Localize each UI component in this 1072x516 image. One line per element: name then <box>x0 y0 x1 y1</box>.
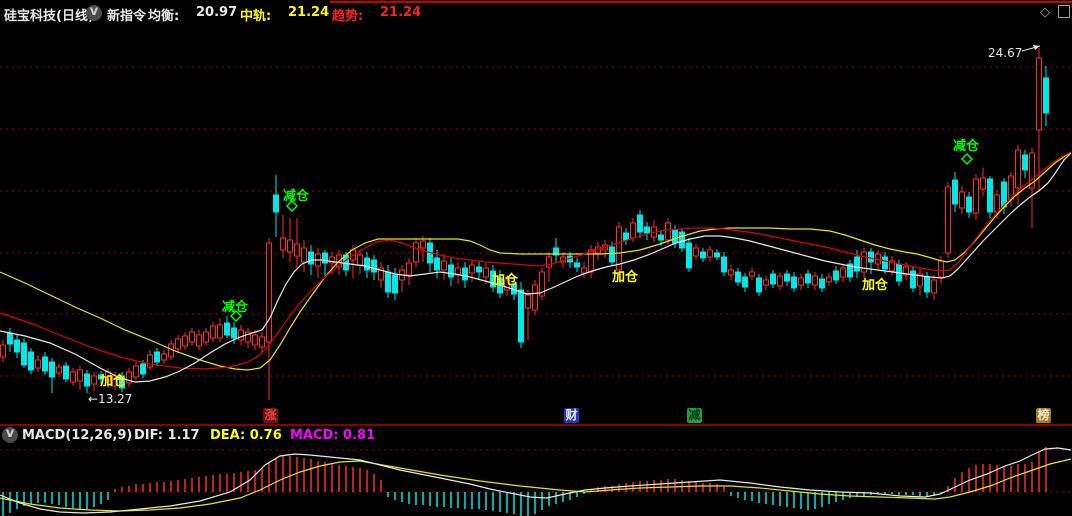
macd-macd-value: MACD: 0.81 <box>290 428 376 443</box>
macd-dea-value: DEA: 0.76 <box>210 428 282 443</box>
price-labels: 24.67 ←13.27 <box>88 45 1041 406</box>
stamp-bang: 榜 <box>1036 408 1051 423</box>
add-position-label: 加仓 <box>99 373 127 389</box>
chevron-down-icon[interactable]: v <box>86 5 102 21</box>
ma-line-red <box>0 151 1072 370</box>
macd-dea-line <box>0 458 1072 512</box>
field-zhonggui-value: 21.24 <box>288 5 330 20</box>
price-label: 24.67 <box>988 46 1022 60</box>
field-junheng-value: 20.97 <box>196 5 238 20</box>
field-junheng-label: 均衡: <box>148 9 180 24</box>
macd-dif-line <box>0 447 1072 514</box>
reduce-position-label: 减仓 <box>222 299 249 315</box>
ma-line-yellow <box>0 151 1072 371</box>
chart-header: 硅宝科技(日线) v 新指令 均衡: 20.97 中轨: 21.24 趋势: 2… <box>0 0 1072 28</box>
chevron-down-icon[interactable]: v <box>2 427 18 443</box>
stamp-jian: 减 <box>687 408 702 423</box>
macd-indicator-name[interactable]: MACD(12,26,9) <box>22 428 133 443</box>
signal-diamond-icon <box>960 152 974 166</box>
add-position-label: 加仓 <box>491 272 519 288</box>
candles <box>0 48 1049 400</box>
macd-bars <box>2 447 1047 516</box>
reduce-position-label: 减仓 <box>283 188 310 204</box>
signal-diamond-icon <box>229 309 243 323</box>
field-qushi-label: 趋势: <box>332 9 364 24</box>
field-zhonggui-label: 中轨: <box>240 9 272 24</box>
add-position-label: 加仓 <box>611 269 639 285</box>
reduce-position-label: 减仓 <box>953 138 980 154</box>
macd-header: v MACD(12,26,9) DIF: 1.17 DEA: 0.76 MACD… <box>0 427 1072 444</box>
price-label: ←13.27 <box>88 392 132 406</box>
panel-icon[interactable] <box>1058 5 1070 18</box>
stamp-zhang: 涨 <box>263 408 278 423</box>
field-qushi-value: 21.24 <box>380 5 422 20</box>
macd-dif-value: DIF: 1.17 <box>134 428 200 443</box>
signal-diamond-icon <box>285 199 299 213</box>
indicator-name[interactable]: 新指令 <box>107 9 147 24</box>
ma-line-white <box>0 152 1072 383</box>
diamond-icon[interactable]: ◇ <box>1040 5 1050 20</box>
stamp-cai: 财 <box>564 408 579 423</box>
add-position-label: 加仓 <box>861 277 889 293</box>
stock-title: 硅宝科技(日线) <box>4 9 94 24</box>
